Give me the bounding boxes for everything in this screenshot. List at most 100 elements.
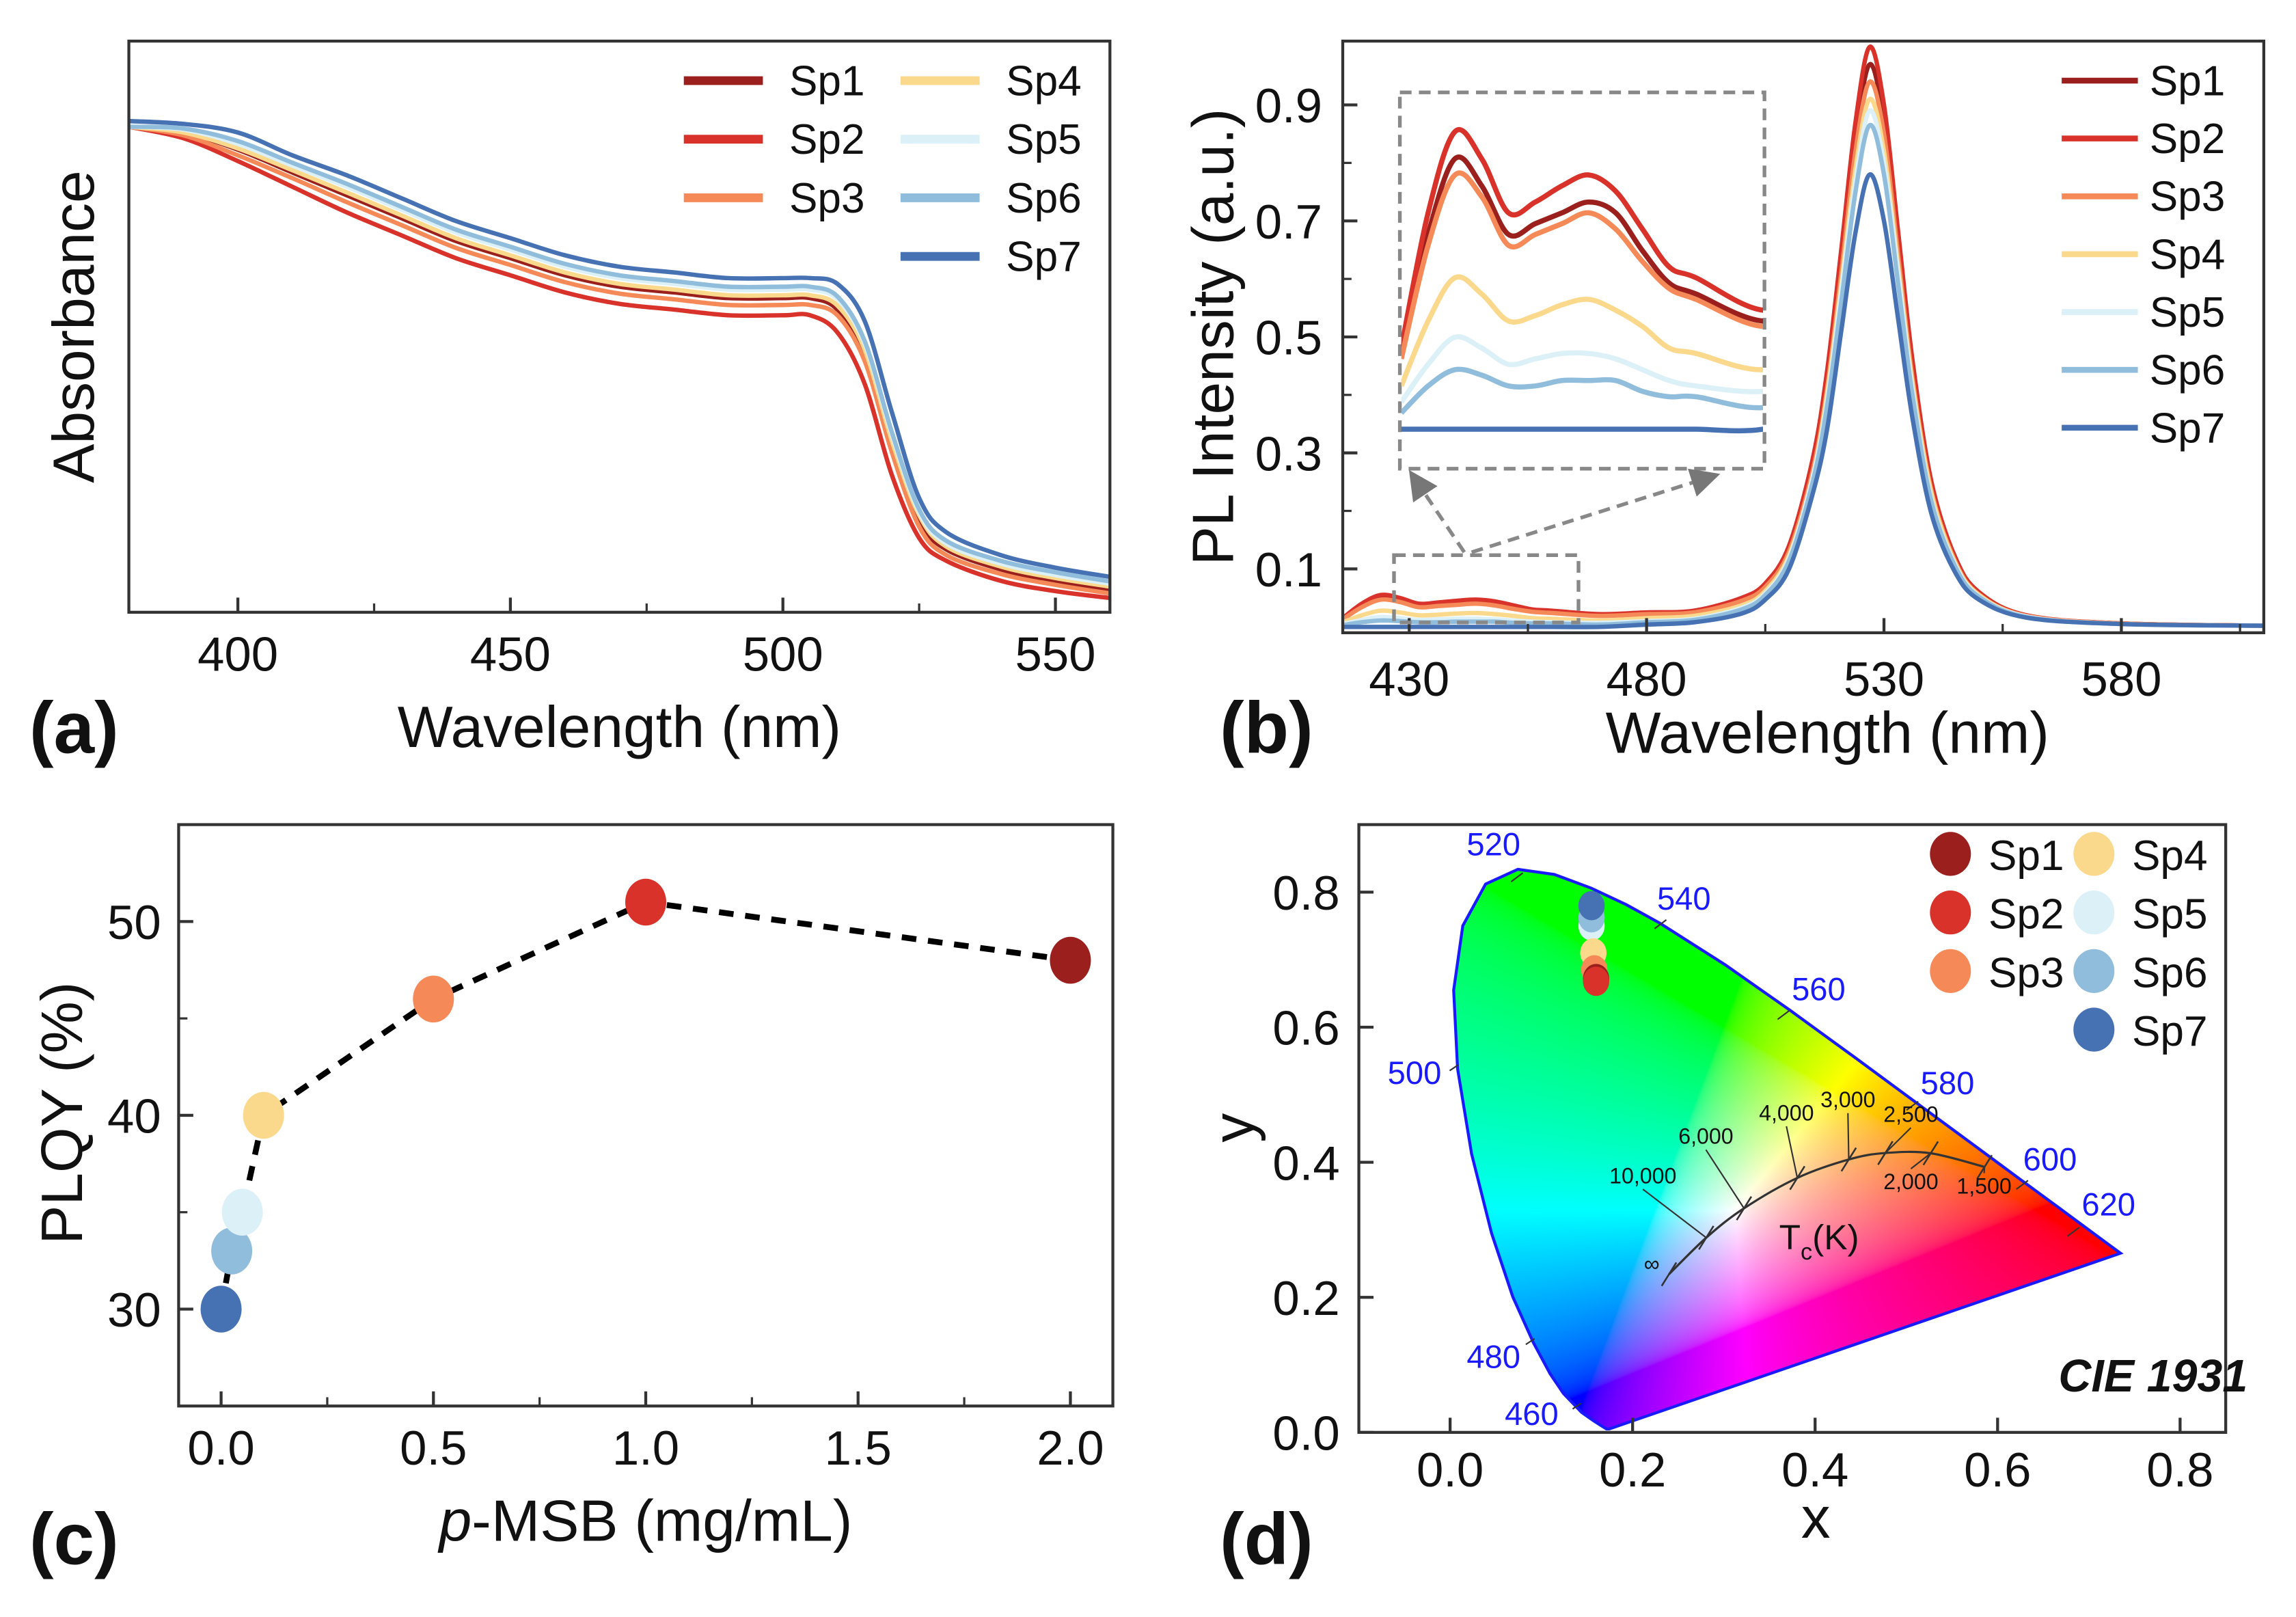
plqy-point-sp1 (1050, 936, 1091, 984)
cct-title-sub: c (1801, 1239, 1812, 1265)
plqy-point-sp2 (625, 878, 666, 926)
wavelength-label-580: 580 (1921, 1065, 1975, 1101)
cct-label: 6,000 (1678, 1124, 1733, 1149)
legend-label-sp4: Sp4 (2150, 231, 2226, 278)
legend-label-sp5: Sp5 (2132, 891, 2208, 938)
x-tick-label: 0.6 (1964, 1443, 2031, 1497)
panel-a-xlabel: Wavelength (nm) (398, 694, 841, 760)
x-tick-label: 0.4 (1781, 1443, 1848, 1497)
plqy-point-sp7 (200, 1286, 242, 1333)
legend-label-sp1: Sp1 (789, 57, 865, 105)
absorbance-line-sp2 (128, 124, 1110, 601)
cct-label: 3,000 (1820, 1087, 1875, 1112)
x-tick-label: 580 (2081, 652, 2161, 706)
x-tick-label: 450 (470, 627, 551, 681)
x-tick-label: 1.0 (612, 1421, 679, 1475)
legend-label-sp4: Sp4 (2132, 832, 2208, 880)
cct-label: 10,000 (1609, 1164, 1676, 1188)
cie-point-sp2 (1583, 966, 1610, 996)
wavelength-tick (1777, 1009, 1790, 1020)
cct-title-main: T (1779, 1217, 1801, 1257)
wavelength-label-480: 480 (1466, 1339, 1520, 1375)
x-tick-label: 0.8 (2146, 1443, 2213, 1497)
cct-label: ∞ (1644, 1251, 1660, 1276)
legend-label-sp3: Sp3 (1988, 949, 2064, 996)
legend-label-sp3: Sp3 (789, 175, 865, 222)
cct-leader (1983, 1167, 1986, 1173)
wavelength-label-500: 500 (1388, 1055, 1442, 1091)
y-tick-label: 0.5 (1255, 311, 1322, 365)
panel-d-xlabel: x (1801, 1485, 1831, 1551)
x-tick-label: 1.5 (825, 1421, 892, 1475)
panel-c-xlabel: p-MSB (mg/mL) (437, 1488, 853, 1553)
cie-point-sp7 (1578, 891, 1605, 921)
panel-d-ylabel: y (1201, 1113, 1266, 1143)
inset-arrow-right (1471, 468, 1721, 554)
legend-label-sp7: Sp7 (2150, 405, 2226, 452)
wavelength-tick (1525, 1337, 1535, 1346)
inset-lines (1401, 127, 1763, 434)
legend-label-sp7: Sp7 (1006, 234, 1082, 281)
pl-lines (1343, 44, 2264, 629)
x-tick-label: 2.0 (1037, 1421, 1104, 1475)
plqy-connector-line (218, 899, 1071, 1310)
x-tick-label: 530 (1844, 652, 1924, 706)
wavelength-tick (1510, 872, 1524, 882)
inset-line-sp2 (1401, 127, 1763, 349)
legend-marker-sp2 (1930, 891, 1971, 935)
pl-line-sp7 (1343, 172, 2264, 629)
inset-line-sp5 (1401, 334, 1763, 404)
cct-label: 4,000 (1759, 1100, 1814, 1125)
x-tick-label: 430 (1369, 652, 1449, 706)
panel-c-plqy: 0.0 0.5 1.0 1.5 2.0 30 40 50 (107, 823, 1115, 1475)
y-tick-label: 0.7 (1255, 195, 1322, 249)
legend-label-sp1: Sp1 (1988, 832, 2064, 880)
cie-1931-annotation: CIE 1931 (2058, 1351, 2247, 1402)
x-tick-label: 0.5 (400, 1421, 467, 1475)
panel-label-a: (a) (29, 687, 119, 769)
x-tick-label: 0.0 (1417, 1443, 1484, 1497)
panel-b-xlabel: Wavelength (nm) (1606, 701, 2049, 766)
x-tick-label: 0.0 (187, 1421, 254, 1475)
zoom-region-box (1392, 553, 1581, 625)
y-tick-label: 40 (107, 1089, 161, 1143)
legend-marker-sp6 (2073, 949, 2115, 993)
inset-line-sp1 (1401, 154, 1763, 355)
panel-b-ylabel: PL Intensity (a.u.) (1180, 109, 1246, 565)
legend-label-sp7: Sp7 (2132, 1008, 2208, 1055)
cct-label: 2,000 (1883, 1169, 1938, 1194)
cct-label: 1,500 (1956, 1174, 2011, 1199)
inset-line-sp7 (1401, 426, 1763, 434)
cct-leader (1910, 1152, 1932, 1169)
wavelength-tick (1449, 1064, 1459, 1072)
panel-label-b: (b) (1220, 687, 1313, 769)
y-tick-label: 0.1 (1255, 543, 1322, 597)
y-tick-label: 0.2 (1272, 1271, 1339, 1325)
wavelength-label-520: 520 (1466, 826, 1520, 862)
wavelength-label-460: 460 (1505, 1396, 1559, 1432)
plqy-point-sp3 (413, 975, 454, 1023)
legend-label-sp6: Sp6 (2132, 949, 2208, 996)
plqy-point-sp4 (243, 1091, 284, 1139)
inset-line-sp3 (1401, 170, 1763, 359)
y-tick-label: 0.3 (1255, 426, 1322, 480)
cct-leader (1642, 1188, 1707, 1238)
absorbance-line-sp3 (128, 124, 1110, 596)
wavelength-label-600: 600 (2023, 1141, 2077, 1177)
wavelength-label-620: 620 (2081, 1186, 2135, 1223)
x-tick-label: 480 (1607, 652, 1687, 706)
panel-a-ylabel: Absorbance (41, 170, 107, 483)
x-tick-label: 500 (743, 627, 823, 681)
panel-label-d: (d) (1220, 1498, 1313, 1580)
plqy-point-sp6 (211, 1227, 253, 1275)
wavelength-tick (2067, 1227, 2080, 1237)
panel-c-ylabel: PLQY (%) (29, 982, 95, 1245)
legend-label-sp4: Sp4 (1006, 57, 1082, 105)
inset-line-sp4 (1401, 274, 1763, 388)
y-tick-label: 0.4 (1272, 1136, 1339, 1190)
absorbance-line-sp7 (128, 118, 1110, 580)
legend-label-sp5: Sp5 (1006, 116, 1082, 163)
legend-marker-sp1 (1930, 832, 1971, 876)
y-tick-label: 50 (107, 895, 161, 949)
